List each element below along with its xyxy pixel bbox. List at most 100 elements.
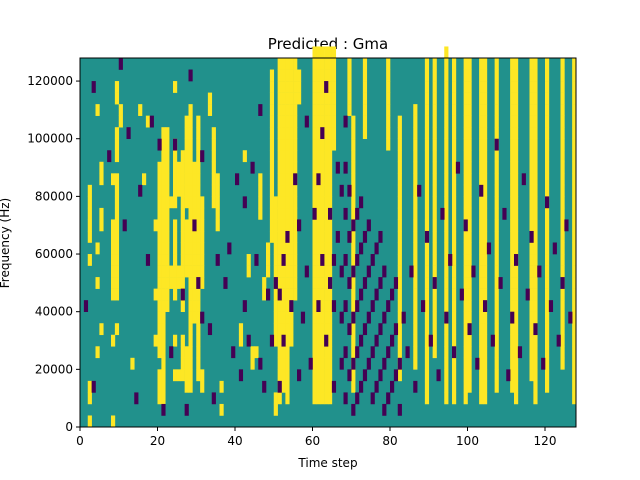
heatmap-cell-high xyxy=(533,311,538,324)
heatmap-cell-high xyxy=(494,311,499,324)
heatmap-cell-high xyxy=(432,127,437,140)
heatmap-cell-high xyxy=(285,138,290,151)
heatmap-cell-high xyxy=(192,254,197,266)
heatmap-cell-high xyxy=(328,81,333,93)
heatmap-cell-high xyxy=(533,161,538,174)
heatmap-cell-high xyxy=(463,380,468,393)
heatmap-cell-high xyxy=(545,127,550,140)
heatmap-cell-high xyxy=(114,265,120,278)
heatmap-cell-high xyxy=(514,323,519,336)
heatmap-cell-high xyxy=(184,161,189,174)
heatmap-cell-high xyxy=(514,207,519,220)
heatmap-cell-low xyxy=(297,369,302,382)
heatmap-cell-high xyxy=(114,230,120,243)
heatmap-cell-high xyxy=(269,150,275,163)
heatmap-cell-high xyxy=(324,311,329,324)
heatmap-cell-high xyxy=(328,230,333,243)
heatmap-cell-high xyxy=(560,104,565,116)
heatmap-cell-high xyxy=(277,184,282,197)
heatmap-cell-high xyxy=(479,219,484,232)
plot-area xyxy=(79,46,577,428)
heatmap-cell-high xyxy=(114,323,120,336)
heatmap-cell-low xyxy=(463,219,468,232)
heatmap-cell-high xyxy=(514,92,519,105)
heatmap-cell-high xyxy=(328,92,333,105)
heatmap-cell-high xyxy=(463,150,468,163)
heatmap-cell-high xyxy=(533,196,538,209)
heatmap-cell-high xyxy=(444,265,449,278)
heatmap-cell-high xyxy=(180,254,185,266)
heatmap-cell-high xyxy=(192,207,197,220)
heatmap-cell-low xyxy=(122,219,127,232)
heatmap-cell-high xyxy=(572,288,577,301)
heatmap-cell-high xyxy=(273,300,278,312)
heatmap-cell-low xyxy=(343,300,348,312)
heatmap-cell-high xyxy=(452,69,457,82)
heatmap-cell-high xyxy=(494,150,499,163)
x-axis: 0 20 40 60 80 100 120 xyxy=(76,427,556,448)
heatmap-cell-high xyxy=(266,242,271,255)
heatmap-cell-high xyxy=(424,311,430,324)
heatmap-cell-high xyxy=(510,254,515,266)
heatmap-cell-low xyxy=(471,265,476,278)
heatmap-cell-high xyxy=(467,81,472,93)
heatmap-cell-high xyxy=(320,265,325,278)
heatmap-cell-low xyxy=(374,380,379,393)
heatmap-cell-high xyxy=(444,69,449,82)
heatmap-cell-high xyxy=(483,58,488,70)
heatmap-cell-low xyxy=(393,369,399,382)
heatmap-cell-high xyxy=(196,127,201,140)
heatmap-cell-high xyxy=(351,346,356,359)
heatmap-cell-high xyxy=(285,311,290,324)
heatmap-cell-low xyxy=(421,300,426,312)
heatmap-cell-high xyxy=(479,277,484,289)
heatmap-cell-high xyxy=(560,357,565,370)
heatmap-cell-high xyxy=(289,323,294,336)
heatmap-cell-high xyxy=(479,242,484,255)
heatmap-cell-high xyxy=(312,265,317,278)
heatmap-cell-high xyxy=(529,69,534,82)
heatmap-cell-low xyxy=(297,219,302,232)
heatmap-cell-high xyxy=(111,230,116,243)
heatmap-cell-high xyxy=(161,150,166,163)
heatmap-cell-high xyxy=(269,81,275,93)
heatmap-cell-high xyxy=(432,207,437,220)
heatmap-cell-high xyxy=(483,173,488,186)
heatmap-cell-high xyxy=(289,207,294,220)
heatmap-cell-high xyxy=(173,277,178,289)
heatmap-cell-high xyxy=(176,161,182,174)
heatmap-cell-high xyxy=(320,277,325,289)
heatmap-cell-high xyxy=(173,161,178,174)
heatmap-cell-high xyxy=(467,196,472,209)
heatmap-cell-high xyxy=(510,184,515,197)
heatmap-cell-high xyxy=(215,207,220,220)
heatmap-cell-high xyxy=(444,357,449,370)
heatmap-cell-low xyxy=(564,219,569,232)
heatmap-cell-high xyxy=(413,346,418,359)
heatmap-cell-high xyxy=(289,265,294,278)
heatmap-cell-high xyxy=(533,242,538,255)
heatmap-cell-high xyxy=(328,300,333,312)
heatmap-cell-high xyxy=(331,46,337,59)
heatmap-cell-high xyxy=(111,277,116,289)
heatmap-cell-high xyxy=(514,184,519,197)
heatmap-cell-low xyxy=(366,357,371,370)
heatmap-cell-high xyxy=(424,138,430,151)
heatmap-cell-high xyxy=(180,230,185,243)
heatmap-cell-high xyxy=(572,184,577,197)
heatmap-cell-low xyxy=(378,323,383,336)
heatmap-cell-high xyxy=(324,346,329,359)
heatmap-cell-high xyxy=(324,104,329,116)
heatmap-cell-high xyxy=(87,207,92,220)
heatmap-cell-high xyxy=(514,196,519,209)
heatmap-cell-high xyxy=(397,196,402,209)
heatmap-cell-high xyxy=(331,138,337,151)
heatmap-cell-high xyxy=(312,323,317,336)
heatmap-cell-low xyxy=(320,127,325,140)
heatmap-cell-high xyxy=(494,104,499,116)
heatmap-cell-high xyxy=(479,323,484,336)
heatmap-cell-high xyxy=(483,369,488,382)
heatmap-cell-high xyxy=(514,242,519,255)
heatmap-cell-high xyxy=(161,161,166,174)
heatmap-cell-high xyxy=(219,380,224,393)
